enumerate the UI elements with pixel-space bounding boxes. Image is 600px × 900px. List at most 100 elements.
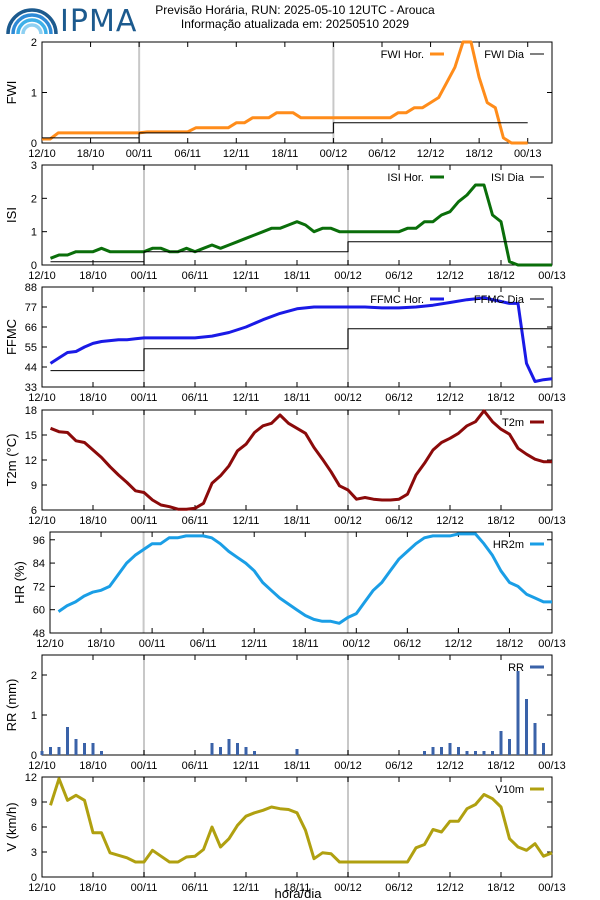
rr-bar-22 bbox=[482, 751, 486, 755]
isi-xtick-label-1: 18/10 bbox=[79, 270, 107, 282]
isi-frame bbox=[41, 164, 553, 266]
ffmc-xtick-label-1: 18/10 bbox=[79, 392, 107, 404]
v10m-xtick-label-2: 00/11 bbox=[131, 882, 158, 894]
rr-panel: 0 1 2 12/10 18/10 00/11 06/11 12/11 18/11 00/12 06… bbox=[4, 654, 566, 772]
rr-xtick-label-8: 12/12 bbox=[436, 760, 464, 772]
fwi-ytick-label-0: 0 bbox=[31, 138, 37, 150]
ffmc-xtick-label-10: 00/13 bbox=[538, 392, 566, 404]
rr-bar-1 bbox=[49, 747, 52, 755]
header: Previsão Horária, RUN: 2025-05-10 12UTC … bbox=[130, 3, 460, 31]
rr-bar-15 bbox=[423, 751, 426, 755]
v10m-xtick-label-5: 18/11 bbox=[284, 882, 311, 894]
isi-ytick-label-1: 1 bbox=[31, 227, 37, 239]
rr-bar-4 bbox=[74, 739, 78, 755]
hr2m-ytick-label-0: 48 bbox=[33, 628, 45, 640]
rr-bar-28 bbox=[533, 723, 537, 755]
v10m-panel: 0 3 6 9 12 12/10 18/10 00/11 06/11 12/11 18/11 00/1… bbox=[4, 772, 566, 894]
v10m-xtick-label-3: 06/11 bbox=[182, 882, 209, 894]
t2m-ytick-label-2: 12 bbox=[25, 455, 37, 467]
hr2m-xtick-label-5: 18/11 bbox=[292, 638, 319, 650]
v10m-ytick-label-0: 0 bbox=[31, 872, 37, 884]
hr2m-ytick-label-3: 84 bbox=[33, 558, 45, 570]
fwi-legend-fwi-hor--label: FWI Hor. bbox=[381, 49, 424, 61]
hr2m-xtick-label-7: 06/12 bbox=[394, 638, 422, 650]
v10m-xtick-label-10: 00/13 bbox=[538, 882, 566, 894]
ffmc-legend-ffmc-dia-label: FFMC Dia bbox=[474, 294, 525, 306]
hr2m-xtick-label-0: 12/10 bbox=[36, 638, 64, 650]
x-axis-label: hora/dia bbox=[275, 886, 323, 900]
hr2m-ytick-label-1: 60 bbox=[33, 605, 45, 617]
ffmc-xtick-label-5: 18/11 bbox=[284, 392, 311, 404]
t2m-xtick-label-4: 12/11 bbox=[233, 515, 260, 527]
fwi-ytick-label-1: 1 bbox=[31, 88, 37, 100]
ffmc-xtick-label-8: 12/12 bbox=[436, 392, 464, 404]
ffmc-ylabel: FFMC bbox=[4, 319, 19, 355]
hr2m-xtick-label-3: 06/11 bbox=[190, 638, 217, 650]
ffmc-xtick-label-9: 18/12 bbox=[487, 392, 515, 404]
rr-bar-19 bbox=[457, 747, 460, 755]
isi-xtick-label-0: 12/10 bbox=[28, 270, 56, 282]
rr-xtick-label-2: 00/11 bbox=[131, 760, 158, 772]
v10m-xtick-label-1: 18/10 bbox=[79, 882, 107, 894]
hr2m-xtick-label-2: 00/11 bbox=[139, 638, 166, 650]
rr-xtick-label-3: 06/11 bbox=[182, 760, 209, 772]
t2m-ytick-label-0: 6 bbox=[31, 505, 37, 517]
v10m-ytick-label-4: 12 bbox=[25, 772, 37, 784]
isi-xtick-label-10: 00/13 bbox=[538, 270, 566, 282]
rr-legend-rr-label: RR bbox=[508, 662, 524, 674]
hr2m-legend-hr2m-label: HR2m bbox=[493, 539, 524, 551]
rr-bar-7 bbox=[100, 751, 103, 755]
hr2m-xtick-label-6: 00/12 bbox=[343, 638, 371, 650]
rr-bar-3 bbox=[66, 727, 69, 755]
v10m-xtick-label-8: 12/12 bbox=[436, 882, 464, 894]
t2m-xtick-label-7: 06/12 bbox=[385, 515, 413, 527]
ipma-logo-icon bbox=[6, 8, 58, 35]
v10m-xtick-label-6: 00/12 bbox=[334, 882, 362, 894]
fwi-xtick-label-2: 00/11 bbox=[126, 148, 153, 160]
rr-xtick-label-9: 18/12 bbox=[487, 760, 515, 772]
t2m-xtick-label-1: 18/10 bbox=[79, 515, 107, 527]
rr-bar-0 bbox=[40, 751, 44, 755]
isi-ylabel: ISI bbox=[4, 207, 19, 223]
isi-xtick-label-7: 06/12 bbox=[385, 270, 413, 282]
v10m-xtick-label-9: 18/12 bbox=[487, 882, 515, 894]
hr2m-series-hr2m bbox=[57, 532, 552, 625]
isi-series-isi-hor- bbox=[49, 183, 552, 267]
v10m-xtick-label-0: 12/10 bbox=[28, 882, 56, 894]
fwi-xtick-label-1: 18/10 bbox=[77, 148, 105, 160]
t2m-ytick-label-3: 15 bbox=[25, 430, 37, 442]
v10m-ytick-label-3: 9 bbox=[31, 797, 37, 809]
isi-xtick-label-4: 12/11 bbox=[233, 270, 260, 282]
fwi-ytick-label-2: 2 bbox=[31, 37, 37, 49]
fwi-panel: 0 1 2 12/10 18/10 00/11 06/11 12/11 18/11 00/12 06… bbox=[4, 37, 553, 160]
hr2m-panel: 48 60 72 84 96 12/10 18/10 00/11 06/11 12/11 18/11… bbox=[12, 531, 566, 650]
isi-panel: 0 1 2 3 12/10 18/10 00/11 06/11 12/11 18/11 00/12 0… bbox=[4, 160, 566, 282]
fwi-xtick-label-9: 18/12 bbox=[465, 148, 493, 160]
rr-bar-27 bbox=[525, 699, 528, 755]
rr-frame bbox=[41, 654, 553, 756]
isi-ytick-label-3: 3 bbox=[31, 160, 37, 172]
rr-bar-25 bbox=[508, 739, 511, 755]
v10m-xtick-label-7: 06/12 bbox=[385, 882, 413, 894]
isi-legend-isi-hor--label: ISI Hor. bbox=[387, 172, 424, 184]
v10m-ylabel: V (km/h) bbox=[4, 802, 19, 851]
fwi-xtick-label-5: 18/11 bbox=[271, 148, 298, 160]
rr-xtick-label-4: 12/11 bbox=[233, 760, 260, 772]
ffmc-ytick-label-1: 44 bbox=[25, 362, 37, 374]
t2m-xtick-label-3: 06/11 bbox=[182, 515, 209, 527]
rr-bar-11 bbox=[236, 743, 239, 755]
t2m-xtick-label-5: 18/11 bbox=[284, 515, 311, 527]
isi-xtick-label-9: 18/12 bbox=[487, 270, 515, 282]
rr-bar-23 bbox=[491, 751, 494, 755]
rr-bar-13 bbox=[253, 751, 256, 755]
ffmc-ytick-label-5: 88 bbox=[25, 282, 37, 294]
fwi-xtick-label-4: 12/11 bbox=[223, 148, 250, 160]
rr-bar-24 bbox=[499, 731, 503, 755]
isi-xtick-label-3: 06/11 bbox=[182, 270, 209, 282]
v10m-series-v10m bbox=[49, 777, 553, 864]
fwi-xtick-label-6: 00/12 bbox=[320, 148, 348, 160]
fwi-series-fwi-dia bbox=[42, 122, 528, 139]
rr-bar-21 bbox=[474, 751, 477, 755]
rr-bar-9 bbox=[219, 747, 222, 755]
hr2m-xtick-label-9: 18/12 bbox=[496, 638, 524, 650]
